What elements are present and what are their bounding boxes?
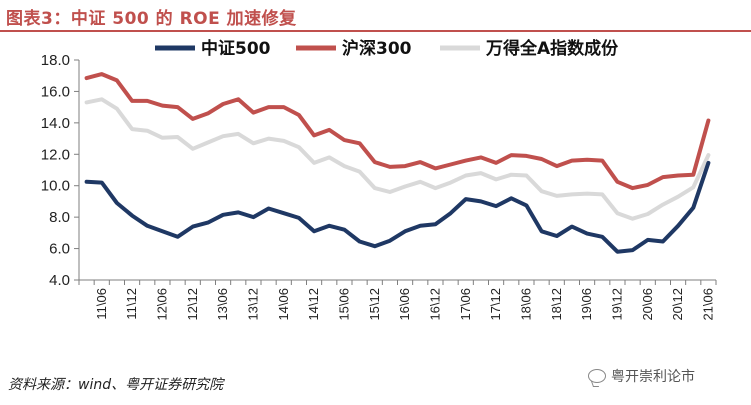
- watermark-text: 粤开崇利论市: [611, 369, 695, 385]
- x-tick-label: 13\06: [215, 288, 230, 321]
- watermark: 粤开崇利论市: [588, 366, 695, 386]
- x-tick-label: 21\06: [700, 288, 715, 321]
- x-tick-label: 15\12: [367, 288, 382, 321]
- source-note: 资料来源：wind、粤开证券研究院: [8, 377, 224, 393]
- x-tick-label: 11\12: [124, 288, 139, 320]
- y-tick-label: 6.0: [49, 241, 70, 258]
- y-tick-label: 4.0: [49, 272, 70, 289]
- series-line-1: [84, 72, 711, 191]
- x-tick-label: 19\12: [609, 288, 624, 321]
- chart-legend: 中证500 沪深300 万得全A指数成份: [155, 38, 619, 59]
- x-tick-label: 17\12: [488, 288, 503, 321]
- x-tick-label: 18\06: [518, 288, 533, 321]
- x-tick-label: 16\12: [427, 288, 442, 321]
- title-underline: [0, 30, 751, 32]
- x-tick-label: 11\06: [94, 288, 109, 320]
- chart-axes: 4.0 6.0 8.0 10.0 12.0 14.0 16.0 18.0 11\06 11\12 1…: [41, 52, 717, 321]
- x-tick-label: 20\06: [640, 288, 655, 321]
- legend-label-2: 万得全A指数成份: [485, 38, 619, 59]
- series-line-2: [84, 97, 711, 221]
- legend-label-0: 中证500: [201, 38, 271, 59]
- y-tick-label: 18.0: [41, 52, 70, 69]
- x-tick-label: 19\06: [579, 288, 594, 321]
- x-tick-label: 16\06: [397, 288, 412, 321]
- x-tick-label: 13\12: [245, 288, 260, 321]
- series-line-0: [84, 160, 711, 254]
- y-tick-label: 14.0: [41, 115, 70, 132]
- y-tick-label: 16.0: [41, 83, 70, 100]
- y-tick-label: 10.0: [41, 178, 70, 195]
- y-tick-label: 12.0: [41, 146, 70, 163]
- x-tick-label: 14\12: [306, 288, 321, 321]
- x-tick-label: 12\12: [185, 288, 200, 321]
- x-tick-label: 15\06: [336, 288, 351, 321]
- x-tick-label: 20\12: [670, 288, 685, 321]
- x-tick-label: 18\12: [549, 288, 564, 321]
- x-tick-label: 12\06: [154, 288, 169, 321]
- chart-series-group: [84, 72, 711, 254]
- wechat-bubble-icon: [588, 369, 606, 383]
- x-tick-label: 14\06: [276, 288, 291, 321]
- chart-title: 图表3：中证 500 的 ROE 加速修复: [6, 9, 297, 29]
- legend-label-1: 沪深300: [342, 38, 412, 59]
- y-tick-label: 8.0: [49, 209, 70, 226]
- x-tick-label: 17\06: [458, 288, 473, 321]
